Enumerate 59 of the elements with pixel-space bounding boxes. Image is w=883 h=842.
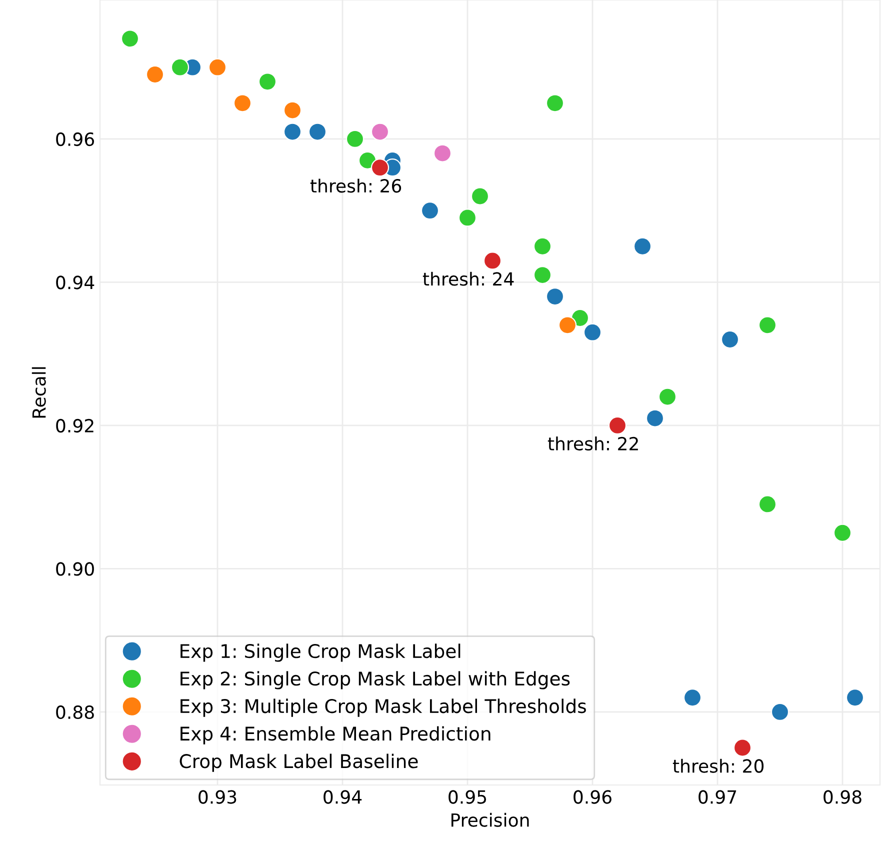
point (258, 72, 277, 91)
annotation: thresh: 20 (672, 758, 764, 773)
annotation: thresh: 24 (422, 272, 514, 286)
y-tick-label: 0.90 (56, 562, 94, 576)
point (546, 287, 564, 306)
point (658, 388, 677, 406)
point (533, 266, 552, 284)
point (233, 94, 252, 112)
point (370, 122, 390, 141)
y-tick-label: 0.88 (56, 705, 94, 720)
legend-label: Exp 3: Multiple Crop Mask Label Thresholds (180, 698, 586, 717)
point (758, 316, 777, 334)
point (570, 308, 590, 328)
point (346, 130, 364, 148)
point (358, 151, 377, 170)
legend-label: Exp 2: Single Crop Mask Label with Edges (180, 671, 570, 690)
x-tick-label: 0.98 (824, 790, 862, 804)
point (833, 524, 852, 542)
y-tick-label: 0.94 (56, 276, 94, 290)
x-tick-label: 0.95 (448, 790, 486, 804)
point (458, 208, 477, 227)
point (170, 58, 190, 76)
y-tick-label: 0.92 (56, 418, 94, 433)
point (483, 252, 502, 270)
point (733, 738, 752, 757)
point (583, 323, 602, 342)
annotation: thresh: 26 (310, 178, 402, 193)
x-tick-label: 0.94 (324, 790, 362, 804)
point (470, 187, 490, 206)
legend-label: Crop Mask Label Baseline (180, 754, 418, 772)
x-tick-label: 0.93 (198, 790, 236, 804)
point (433, 144, 452, 162)
point (208, 58, 227, 76)
point (120, 30, 140, 48)
point (633, 237, 652, 256)
legend-label: Exp 4: Ensemble Mean Prediction (180, 726, 490, 744)
point (283, 122, 302, 141)
point (770, 702, 790, 722)
point (533, 237, 552, 256)
point (558, 316, 577, 334)
x-tick-label: 0.97 (698, 790, 736, 804)
point (546, 94, 564, 112)
y-tick-label: 0.96 (56, 132, 94, 146)
y-axis-title: Recall (32, 367, 46, 418)
point (646, 409, 664, 428)
point (720, 330, 740, 349)
point (370, 158, 390, 177)
point (758, 495, 777, 514)
point (608, 416, 627, 435)
point (846, 688, 864, 707)
x-axis-title: Precision (451, 812, 529, 827)
annotation: thresh: 22 (548, 436, 638, 451)
point (683, 688, 702, 707)
legend-label: Exp 1: Single Crop Mask Label (180, 644, 460, 662)
point (308, 122, 327, 141)
point (420, 202, 440, 220)
x-tick-label: 0.96 (574, 790, 612, 804)
point (283, 101, 302, 120)
point (146, 65, 164, 84)
